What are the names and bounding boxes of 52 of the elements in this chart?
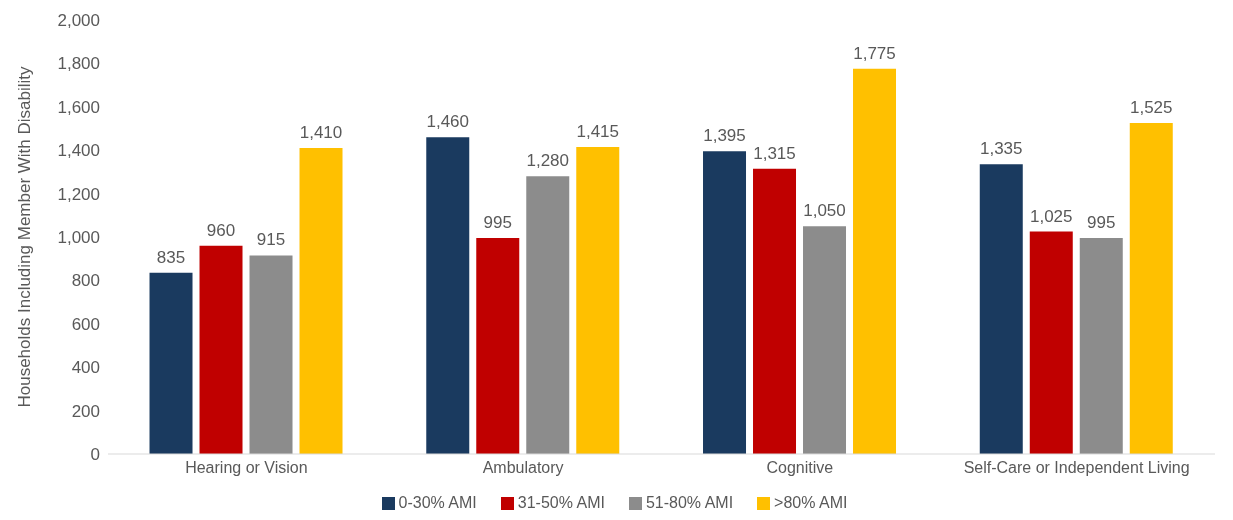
x-tick-label: Self-Care or Independent Living xyxy=(963,459,1190,477)
data-label: 1,050 xyxy=(803,201,846,221)
data-label: 960 xyxy=(206,220,236,240)
bar xyxy=(853,68,897,454)
legend-label: 31-50% AMI xyxy=(517,494,605,511)
y-tick-label: 400 xyxy=(71,358,100,378)
data-label: 1,415 xyxy=(576,121,620,141)
y-tick-label: 200 xyxy=(71,401,100,421)
bar xyxy=(526,176,570,454)
bar xyxy=(803,226,847,454)
bar xyxy=(1129,123,1173,454)
legend-label: >80% AMI xyxy=(774,494,848,511)
bar xyxy=(1079,238,1123,454)
data-label: 1,395 xyxy=(703,126,746,146)
data-label: 995 xyxy=(1087,213,1116,233)
bar xyxy=(149,272,193,454)
y-tick-label: 2,000 xyxy=(57,11,100,31)
y-tick-label: 1,200 xyxy=(57,184,100,204)
data-label: 1,280 xyxy=(526,151,570,171)
data-label: 835 xyxy=(156,247,186,267)
data-label: 995 xyxy=(483,213,512,233)
bar xyxy=(1029,231,1073,454)
bar xyxy=(703,151,747,454)
data-label: 1,315 xyxy=(753,143,796,163)
data-label: 915 xyxy=(256,230,286,250)
data-label: 1,025 xyxy=(1029,206,1073,226)
data-label: 1,335 xyxy=(979,139,1023,159)
x-tick-label: Ambulatory xyxy=(482,459,564,477)
y-tick-label: 1,000 xyxy=(57,228,100,248)
x-tick-label: Hearing or Vision xyxy=(185,459,308,477)
bar xyxy=(753,168,797,454)
legend-label: 0-30% AMI xyxy=(398,494,477,511)
data-label: 1,525 xyxy=(1129,98,1173,118)
legend-label: 51-80% AMI xyxy=(645,494,734,511)
bar xyxy=(199,245,243,454)
y-tick-label: 1,800 xyxy=(57,54,100,74)
data-label: 1,410 xyxy=(299,123,343,143)
y-tick-label: 1,600 xyxy=(57,97,100,117)
bar xyxy=(249,255,293,454)
y-axis-title: Households Including Member With Disability xyxy=(15,65,34,408)
data-label: 1,460 xyxy=(426,112,470,132)
y-tick-label: 600 xyxy=(71,314,100,334)
x-tick-label: Cognitive xyxy=(766,459,834,477)
data-label: 1,775 xyxy=(853,43,896,63)
bar xyxy=(476,238,520,454)
bar xyxy=(426,137,470,454)
bar xyxy=(979,164,1023,454)
y-tick-label: 1,400 xyxy=(57,141,100,161)
bar xyxy=(576,146,620,454)
y-tick-label: 800 xyxy=(71,271,100,291)
y-tick-label: 0 xyxy=(90,445,100,465)
bar xyxy=(299,148,343,454)
